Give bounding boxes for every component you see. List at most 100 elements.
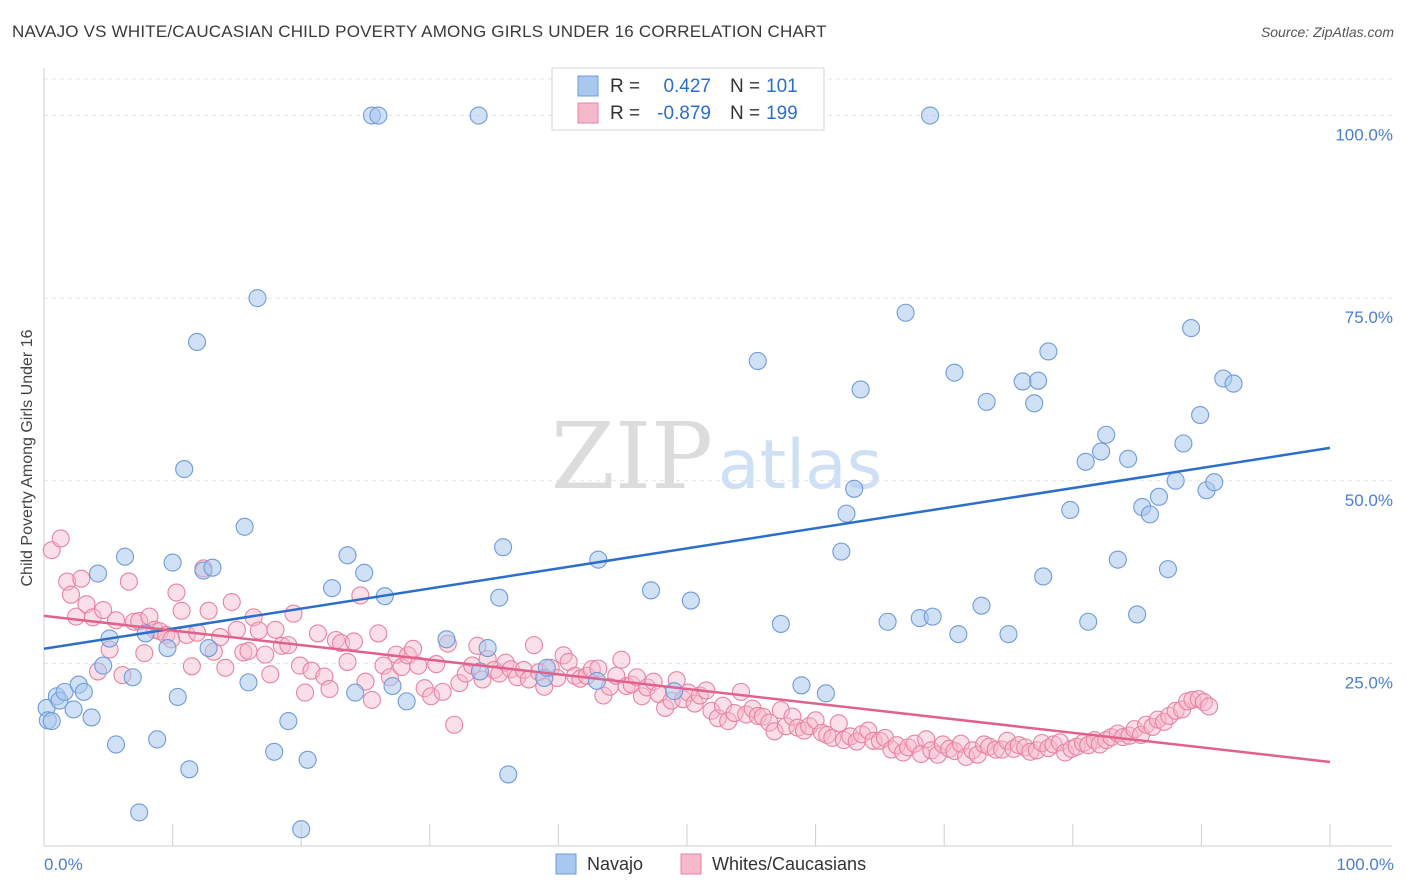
trend-line-navajo [43,446,1331,651]
point-whites [1039,739,1058,758]
point-navajo [748,351,767,371]
y-tick-label: 50.0% [1345,491,1393,510]
point-navajo [921,106,940,125]
legend-n-value: 199 [766,103,798,124]
point-whites [875,728,895,747]
point-whites [369,624,388,643]
point-whites [818,725,837,745]
legend-n-label: N = [730,103,760,124]
point-navajo [248,289,267,308]
x-tick-label: 100.0% [1336,855,1394,874]
point-whites [61,585,81,604]
point-navajo [279,712,298,731]
point-whites [374,656,393,675]
point-navajo [130,803,149,822]
point-whites [77,595,96,614]
point-whites [771,701,790,720]
point-navajo [42,712,61,731]
point-whites [725,704,744,723]
point-whites [216,658,235,677]
legend-r-label: R = [610,103,640,124]
point-navajo [1079,612,1098,631]
point-navajo [949,625,968,644]
point-whites [783,707,802,726]
point-navajo [180,760,199,779]
point-navajo [1097,425,1116,444]
point-navajo [292,820,311,839]
y-tick-label: 75.0% [1345,308,1393,327]
point-navajo [239,673,258,692]
point-whites [296,683,315,702]
point-navajo [397,692,416,711]
point-whites [199,601,218,620]
point-navajo [478,638,497,658]
point-whites [338,652,357,671]
point-navajo [1158,560,1178,579]
legend: R = 0.427 N = 101 R = -0.879 N = 199 [551,67,825,131]
point-navajo [115,547,135,566]
point-whites [266,620,285,639]
point-navajo [106,735,126,754]
legend-r-value: -0.879 [657,103,711,124]
point-navajo [1108,550,1127,569]
point-whites [776,717,796,736]
point-whites [433,682,452,701]
series-navajo-points [37,106,1243,839]
legend-swatch-whites [577,102,599,124]
point-whites [51,529,70,548]
point-navajo [1061,500,1080,520]
y-tick-label: 25.0% [1345,673,1393,692]
point-whites [859,721,878,740]
point-whites [362,690,381,709]
legend-n-value: 101 [766,76,798,97]
y-axis-label: Child Poverty Among Girls Under 16 [19,329,36,586]
point-navajo [88,564,108,583]
legend-r-value: 0.427 [663,76,711,97]
point-navajo [1128,605,1147,624]
legend-swatch-navajo [577,75,599,97]
trend-line-whites [43,614,1331,764]
point-whites [829,714,848,733]
point-navajo [203,558,222,577]
point-navajo [1205,473,1224,492]
point-whites [222,592,241,612]
point-whites [450,674,469,693]
point-whites [227,620,246,639]
point-whites [409,656,428,675]
point-navajo [64,700,83,719]
point-navajo [1029,371,1048,390]
watermark: ZIP atlas [551,403,882,510]
point-whites [1183,690,1202,709]
point-navajo [1140,505,1160,524]
point-whites [656,698,675,717]
point-navajo [1119,449,1138,468]
point-navajo [168,687,187,707]
point-whites [106,611,126,630]
point-whites [167,583,186,602]
legend-r-label: R = [610,76,640,97]
point-whites [945,741,964,761]
point-navajo [490,588,509,607]
point-whites [765,722,784,741]
point-navajo [82,708,101,727]
point-whites [748,706,767,726]
point-navajo [383,676,402,696]
x-tick-label: 0.0% [44,855,83,874]
trend-lines [43,446,1331,764]
point-whites [864,731,883,750]
point-navajo [832,542,851,561]
point-navajo [355,563,374,582]
point-navajo [1013,372,1032,391]
point-whites [731,682,751,701]
point-navajo [1182,319,1201,338]
point-navajo [641,581,661,600]
point-whites [72,569,91,588]
point-navajo [845,479,864,498]
point-navajo [816,684,835,703]
point-whites [239,641,258,661]
point-navajo [1034,567,1053,586]
point-whites [612,650,631,669]
point-navajo [1039,342,1058,361]
point-navajo [851,380,870,399]
